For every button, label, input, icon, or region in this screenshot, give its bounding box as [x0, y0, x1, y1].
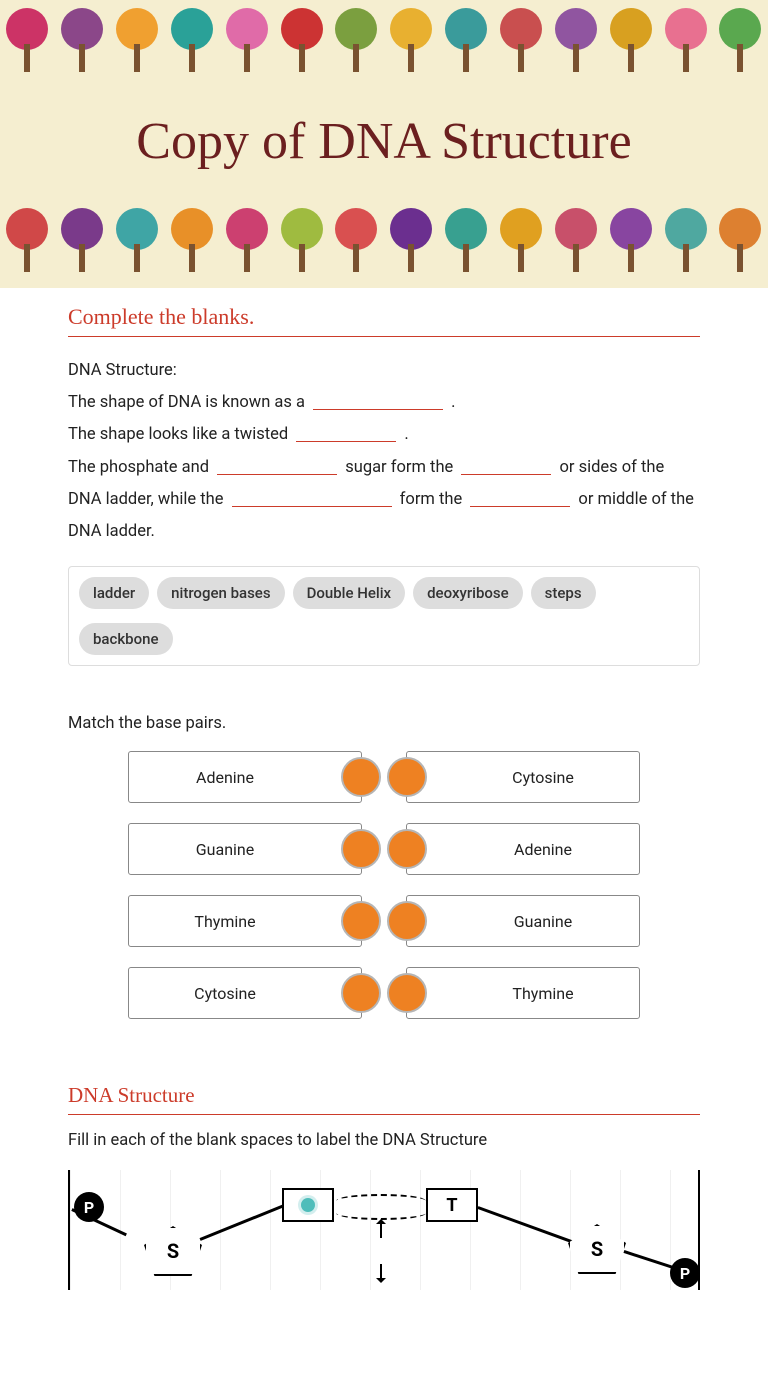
word-bank: laddernitrogen bases Double Helixdeoxyrib…	[68, 566, 700, 666]
tree-icon	[223, 8, 271, 72]
match-label: Thymine	[512, 984, 573, 1003]
blank-4[interactable]	[461, 456, 551, 474]
line-3a: The phosphate and	[68, 458, 213, 477]
line-3b: sugar form the	[345, 458, 457, 477]
phosphate-p-left: P	[74, 1192, 104, 1222]
tree-icon	[168, 8, 216, 72]
line-2a: The shape looks like a twisted	[68, 425, 292, 444]
trees-row-1	[0, 0, 768, 72]
header-background: Copy of DNA Structure	[0, 0, 768, 288]
base-box-t: T	[426, 1188, 478, 1222]
tree-icon	[332, 208, 380, 272]
sugar-s-right: S	[568, 1224, 626, 1274]
match-item-right[interactable]: Adenine	[406, 823, 640, 875]
tree-icon	[497, 208, 545, 272]
page-title: Copy of DNA Structure	[108, 100, 659, 183]
blank-6[interactable]	[470, 489, 570, 507]
match-label: Guanine	[514, 912, 572, 931]
section-title-dna: DNA Structure	[68, 1083, 700, 1115]
word-chip[interactable]: steps	[531, 577, 596, 609]
section-title-blanks: Complete the blanks.	[68, 304, 700, 337]
tree-icon	[497, 8, 545, 72]
line-1b: .	[451, 393, 455, 412]
sugar-s-left: S	[144, 1226, 202, 1276]
fill-blank-passage: DNA Structure: The shape of DNA is known…	[68, 355, 700, 548]
fill-target-icon	[301, 1198, 315, 1212]
tree-icon	[442, 8, 490, 72]
tree-icon	[3, 208, 51, 272]
blank-3[interactable]	[217, 456, 337, 474]
dna-diagram: P S T S P	[68, 1170, 700, 1290]
base-box-blank[interactable]	[282, 1188, 334, 1222]
tree-icon	[552, 208, 600, 272]
match-label: Cytosine	[512, 768, 574, 787]
blank-1[interactable]	[313, 392, 443, 410]
tree-icon	[278, 8, 326, 72]
trees-row-2	[0, 200, 768, 272]
match-node[interactable]	[341, 829, 381, 869]
tree-icon	[442, 208, 490, 272]
line-2b: .	[404, 425, 408, 444]
tree-icon	[716, 208, 764, 272]
tree-icon	[607, 8, 655, 72]
match-item-right[interactable]: Guanine	[406, 895, 640, 947]
match-label: Adenine	[514, 840, 572, 859]
tree-icon	[113, 8, 161, 72]
match-item-left[interactable]: Adenine	[128, 751, 362, 803]
word-chip[interactable]: nitrogen bases	[157, 577, 284, 609]
tree-icon	[332, 8, 380, 72]
tree-icon	[662, 208, 710, 272]
match-label: Adenine	[196, 768, 254, 787]
match-label: Guanine	[196, 840, 254, 859]
word-chip[interactable]: ladder	[79, 577, 149, 609]
word-chip[interactable]: Double Helix	[293, 577, 406, 609]
match-node[interactable]	[341, 901, 381, 941]
phosphate-p-right: P	[670, 1258, 700, 1288]
match-node[interactable]	[341, 973, 381, 1013]
tree-icon	[552, 8, 600, 72]
blank-5[interactable]	[232, 489, 392, 507]
blank-2[interactable]	[296, 424, 396, 442]
match-node[interactable]	[387, 757, 427, 797]
main-content: Complete the blanks. DNA Structure: The …	[0, 288, 768, 1330]
match-item-right[interactable]: Thymine	[406, 967, 640, 1019]
arrow-up-icon	[380, 1222, 382, 1238]
line-0: DNA Structure:	[68, 355, 700, 387]
match-item-right[interactable]: Cytosine	[406, 751, 640, 803]
section-subtitle-dna: Fill in each of the blank spaces to labe…	[68, 1131, 700, 1150]
match-node[interactable]	[387, 901, 427, 941]
match-label: Cytosine	[194, 984, 256, 1003]
tree-icon	[662, 8, 710, 72]
word-chip[interactable]: backbone	[79, 623, 173, 655]
match-node[interactable]	[387, 973, 427, 1013]
match-node[interactable]	[387, 829, 427, 869]
tree-icon	[223, 208, 271, 272]
tree-icon	[716, 8, 764, 72]
match-label: Thymine	[194, 912, 255, 931]
tree-icon	[387, 208, 435, 272]
tree-icon	[58, 8, 106, 72]
match-left-column: Adenine Guanine Thymine Cytosine	[128, 751, 362, 1019]
word-chip[interactable]: deoxyribose	[413, 577, 523, 609]
tree-icon	[113, 208, 161, 272]
match-grid: AdenineGuanineThymineCytosine CytosineAd…	[68, 751, 700, 1019]
match-item-left[interactable]: Guanine	[128, 823, 362, 875]
match-right-column: Cytosine Adenine Guanine Thymine	[406, 751, 640, 1019]
line-1a: The shape of DNA is known as a	[68, 393, 309, 412]
tree-icon	[387, 8, 435, 72]
tree-icon	[58, 208, 106, 272]
tree-icon	[607, 208, 655, 272]
line-3d: form the	[400, 490, 467, 509]
match-item-left[interactable]: Cytosine	[128, 967, 362, 1019]
tree-icon	[168, 208, 216, 272]
tree-icon	[278, 208, 326, 272]
match-node[interactable]	[341, 757, 381, 797]
tree-icon	[3, 8, 51, 72]
match-item-left[interactable]: Thymine	[128, 895, 362, 947]
arrow-down-icon	[380, 1264, 382, 1280]
match-section-title: Match the base pairs.	[68, 714, 700, 733]
